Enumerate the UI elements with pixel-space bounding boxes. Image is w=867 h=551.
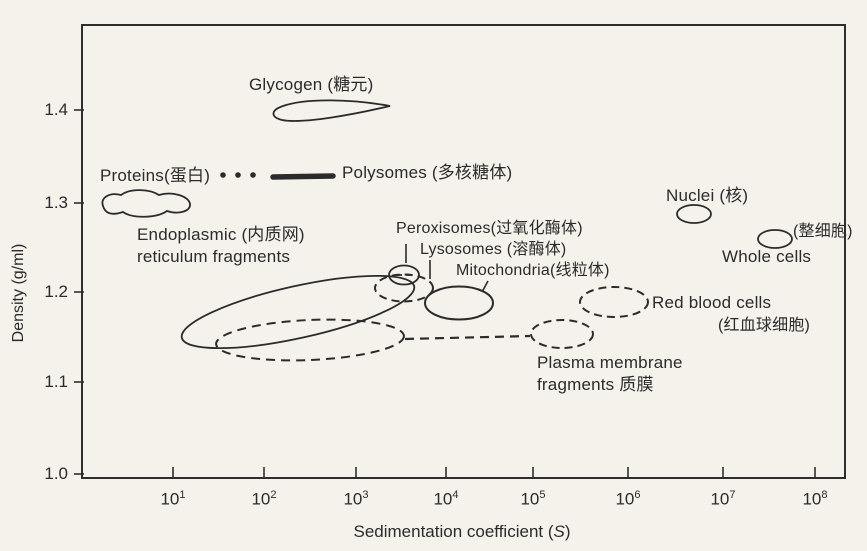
nuclei-label: Nuclei (核): [666, 186, 749, 205]
red-blood-cells-label: Red blood cells: [652, 293, 772, 312]
er-label-line1: Endoplasmic (内质网): [137, 225, 305, 244]
y-tick-label: 1.3: [44, 193, 68, 212]
whole-cells-region-shape: [757, 229, 793, 249]
red-blood-cells-region-shape: [579, 286, 649, 318]
er-smooth-region-shape: [215, 318, 405, 362]
er-to-plasma-membrane-connector: [404, 334, 531, 341]
whole-cells-zh-label: (整细胞): [793, 223, 853, 240]
er-label-line2: reticulum fragments: [137, 247, 291, 266]
y-tick-label: 1.1: [44, 372, 68, 391]
proteins-region-shape: [101, 189, 191, 218]
x-tick-label: 101: [160, 489, 186, 509]
red-blood-cells-zh-label: (红血球细胞): [718, 317, 811, 334]
glycogen-label: Glycogen (糖元): [249, 75, 374, 94]
x-axis-title-symbol: S: [553, 522, 565, 541]
x-axis-title-text: Sedimentation coefficient (: [353, 522, 554, 541]
peroxisomes-label: Peroxisomes(过氧化酶体): [396, 220, 583, 237]
y-axis-title: Density (g/ml): [10, 243, 27, 343]
lysosomes-region-shape: [374, 273, 434, 303]
x-axis-title: Sedimentation coefficient (S): [353, 522, 570, 542]
x-tick-label: 108: [802, 489, 828, 509]
plasma-membrane-region-shape: [530, 319, 594, 349]
mitochondria-region-shape: [424, 285, 494, 321]
proteins-label: Proteins(蛋白): [100, 166, 211, 185]
nuclei-region-shape: [676, 204, 712, 224]
y-tick-label: 1.2: [44, 282, 68, 301]
plot-border: [81, 24, 846, 479]
x-tick-label: 102: [251, 489, 277, 509]
peroxisomes-region-shape: [388, 264, 420, 286]
mitochondria-label: Mitochondria(线粒体): [456, 262, 610, 279]
label-leader-lines: [405, 244, 489, 293]
er-rough-region-shape: [180, 274, 416, 350]
polysomes-region-line: [270, 173, 336, 180]
x-tick-label: 107: [710, 489, 736, 509]
polysomes-label: Polysomes (多核糖体): [342, 163, 513, 182]
y-tick-label: 1.0: [44, 464, 68, 483]
glycogen-region-shape: [272, 99, 391, 122]
x-tick-label: 104: [433, 489, 459, 509]
x-axis-title-close: ): [564, 522, 571, 541]
lysosomes-label: Lysosomes (溶酶体): [420, 241, 567, 258]
x-axis-ticks: [172, 467, 816, 477]
y-axis-ticks: [74, 109, 84, 475]
x-tick-label: 106: [615, 489, 641, 509]
x-tick-label: 105: [520, 489, 546, 509]
x-tick-label: 103: [343, 489, 369, 509]
plasma-membrane-label-line2: fragments 质膜: [537, 375, 654, 394]
y-tick-label: 1.4: [44, 100, 68, 119]
whole-cells-label: Whole cells: [722, 247, 812, 266]
plasma-membrane-label-line1: Plasma membrane: [537, 353, 683, 372]
polysomes-dots: [220, 172, 256, 178]
